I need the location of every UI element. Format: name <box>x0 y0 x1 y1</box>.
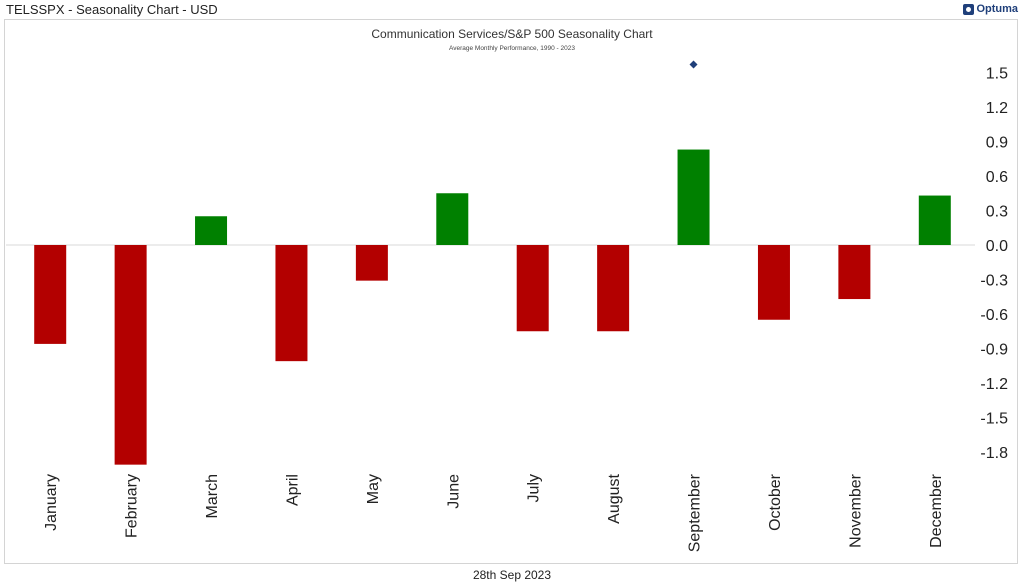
x-tick-label: September <box>687 473 704 552</box>
bar <box>195 216 228 245</box>
x-tick-label: June <box>445 474 462 509</box>
y-tick-label: 0.0 <box>986 238 1008 255</box>
bar <box>757 245 790 320</box>
bar <box>114 245 147 465</box>
y-tick-label: -0.9 <box>980 342 1008 359</box>
chart-frame <box>4 19 1018 564</box>
x-tick-label: August <box>606 473 623 523</box>
y-tick-label: 1.2 <box>986 100 1008 117</box>
y-tick-label: -0.3 <box>980 273 1008 290</box>
brand-name: Optuma <box>976 3 1018 15</box>
bar <box>355 245 388 281</box>
bar <box>436 193 469 245</box>
bar <box>516 245 549 332</box>
x-tick-label: February <box>124 474 141 538</box>
y-tick-label: 1.5 <box>986 66 1008 83</box>
bar <box>34 245 67 344</box>
y-tick-label: -1.5 <box>980 411 1008 428</box>
y-tick-label: 0.6 <box>986 169 1008 186</box>
x-tick-label: January <box>43 474 60 531</box>
window-title: TELSSPX - Seasonality Chart - USD <box>6 2 218 17</box>
x-tick-label: May <box>365 474 382 504</box>
bar <box>838 245 871 300</box>
x-tick-label: April <box>284 474 301 506</box>
footer-date: 28th Sep 2023 <box>472 568 552 582</box>
y-tick-label: -1.8 <box>980 445 1008 462</box>
optuma-logo-icon <box>963 3 975 15</box>
y-tick-label: -0.6 <box>980 307 1008 324</box>
brand-logo: Optuma <box>963 3 1018 15</box>
x-tick-label: October <box>767 473 784 531</box>
marker-diamond <box>689 60 698 69</box>
y-tick-label: 0.3 <box>986 204 1008 221</box>
bar <box>677 149 710 245</box>
y-tick-label: -1.2 <box>980 376 1008 393</box>
y-tick-label: 0.9 <box>986 135 1008 152</box>
x-tick-label: July <box>526 474 543 502</box>
x-tick-label: March <box>204 474 221 518</box>
bar <box>597 245 630 332</box>
bar <box>275 245 308 362</box>
chart-subtitle: Average Monthly Performance, 1990 - 2023 <box>449 45 575 52</box>
bar <box>918 195 951 245</box>
x-tick-label: December <box>928 473 945 547</box>
x-tick-label: November <box>847 473 864 547</box>
chart-title: Communication Services/S&P 500 Seasonali… <box>371 27 653 41</box>
